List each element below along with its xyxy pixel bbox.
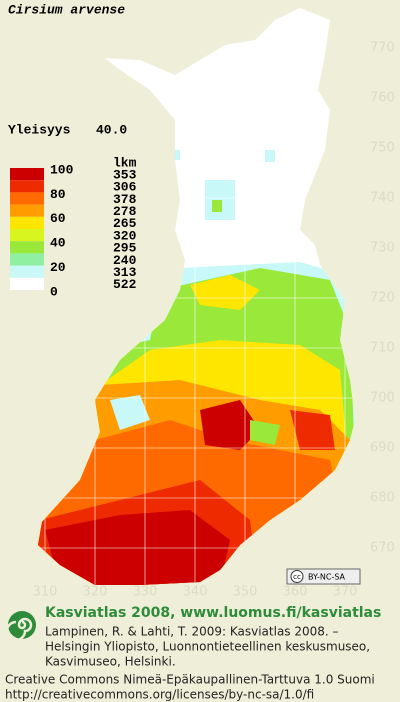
count-label: 522 — [113, 277, 137, 292]
scale-label: 0 — [50, 284, 58, 299]
scale-label: 80 — [50, 187, 66, 202]
svg-text:cc: cc — [293, 573, 301, 581]
count-label: 265 — [113, 216, 137, 231]
northing-label: 690 — [370, 441, 395, 456]
citation: Helsingin Yliopisto, Luonnontieteellinen… — [45, 640, 370, 654]
legend-swatch — [10, 277, 44, 290]
legend-swatch — [10, 216, 44, 229]
northing-label: 680 — [370, 491, 395, 506]
easting-label: 330 — [133, 585, 158, 600]
footer-heading: Kasviatlas 2008, www.luomus.fi/kasviatla… — [45, 605, 381, 621]
legend-swatch — [10, 229, 44, 242]
easting-label: 340 — [183, 585, 208, 600]
count-label: 378 — [113, 192, 137, 207]
cc-badge: cc BY-NC-SA — [286, 568, 361, 585]
count-label: 278 — [113, 204, 137, 219]
license-url: http://creativecommons.org/licenses/by-n… — [5, 688, 314, 702]
count-label: 306 — [113, 180, 137, 195]
legend-swatch — [10, 180, 44, 193]
northing-label: 750 — [370, 141, 395, 156]
frequency-value: 40.0 — [96, 122, 127, 137]
logo — [5, 611, 36, 642]
northing-label: 740 — [370, 191, 395, 206]
citation: Kasvimuseo, Helsinki. — [45, 655, 176, 669]
legend-swatch — [10, 192, 44, 205]
map-area — [38, 8, 355, 585]
easting-label: 360 — [283, 585, 308, 600]
count-label: 320 — [113, 228, 137, 243]
easting-label: 350 — [233, 585, 258, 600]
count-label: 313 — [113, 265, 137, 280]
count-label: 240 — [113, 253, 137, 268]
scale-label: 20 — [50, 260, 66, 275]
legend-swatch — [10, 253, 44, 266]
northing-label: 670 — [370, 541, 395, 556]
northing-label: 760 — [370, 91, 395, 106]
scale-label: 100 — [50, 162, 74, 177]
legend-swatch — [10, 241, 44, 254]
species-title: Cirsium arvense — [8, 2, 125, 17]
count-label: 295 — [113, 241, 137, 256]
badge-text: BY-NC-SA — [308, 573, 346, 582]
northing-label: 770 — [370, 41, 395, 56]
northing-label: 730 — [370, 241, 395, 256]
frequency-label: Yleisyys — [8, 122, 71, 137]
legend-swatch — [10, 168, 44, 181]
count-header: lkm — [113, 155, 137, 170]
license: Creative Commons Nimeä-Epäkaupallinen-Ta… — [5, 673, 375, 687]
scale-label: 60 — [50, 211, 66, 226]
northing-label: 710 — [370, 341, 395, 356]
easting-label: 370 — [333, 585, 358, 600]
citation: Lampinen, R. & Lahti, T. 2009: Kasviatla… — [45, 625, 339, 639]
easting-label: 310 — [33, 585, 58, 600]
northing-label: 720 — [370, 291, 395, 306]
legend-swatch — [10, 265, 44, 278]
legend-swatch — [10, 204, 44, 217]
count-label: 353 — [113, 167, 137, 182]
scale-label: 40 — [50, 236, 66, 251]
easting-label: 320 — [83, 585, 108, 600]
northing-label: 700 — [370, 391, 395, 406]
